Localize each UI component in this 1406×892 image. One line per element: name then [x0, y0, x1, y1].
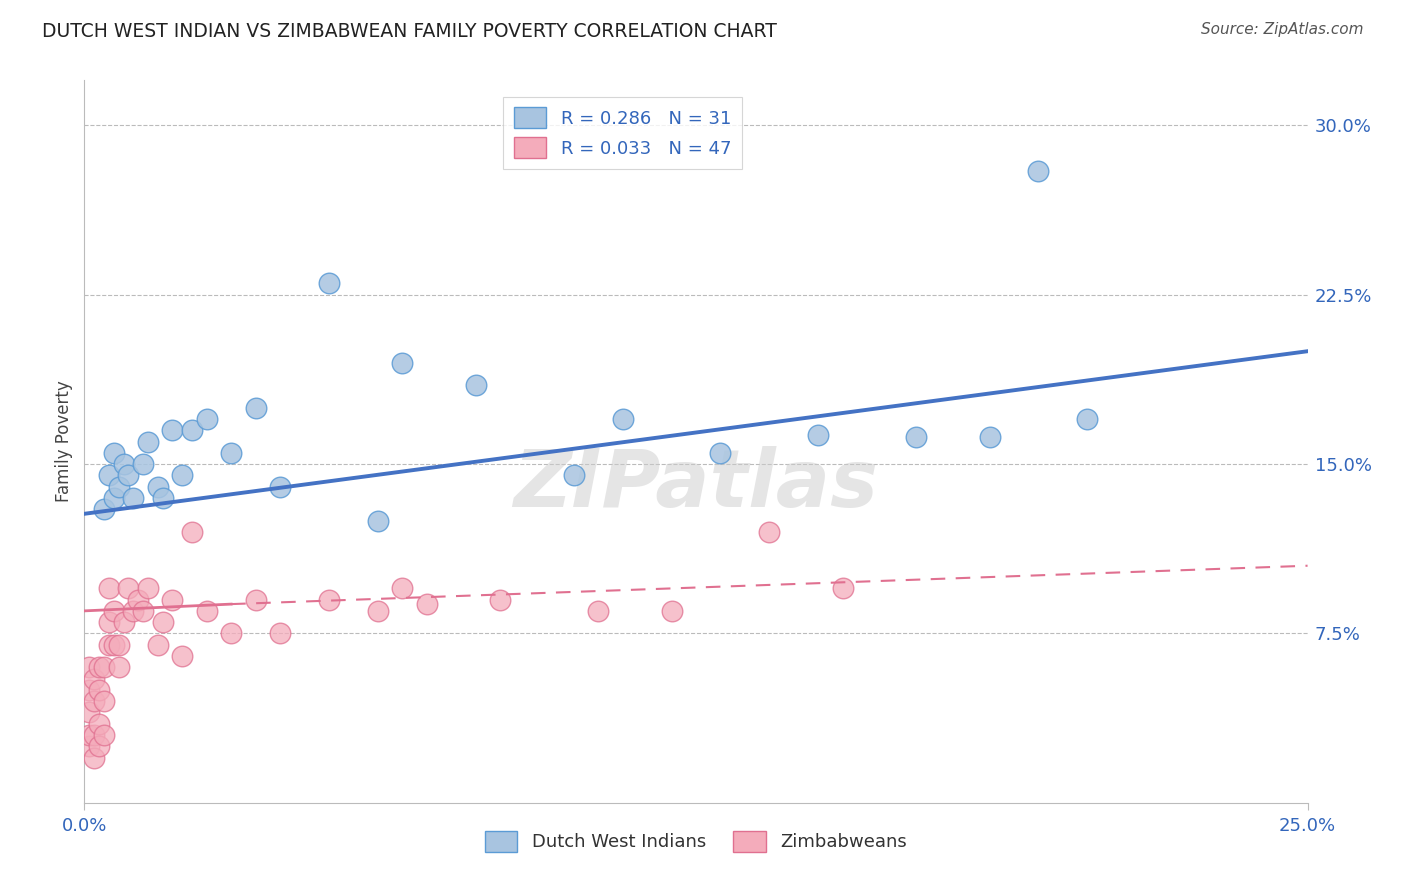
Point — [87, 682, 110, 697]
Point — [831, 582, 853, 596]
Point — [245, 401, 267, 415]
Point — [318, 592, 340, 607]
Point — [136, 434, 159, 449]
Point — [112, 615, 135, 630]
Point — [367, 514, 389, 528]
Point — [97, 582, 120, 596]
Point — [117, 468, 139, 483]
Point — [758, 524, 780, 539]
Point — [1076, 412, 1098, 426]
Point — [97, 468, 120, 483]
Point — [107, 638, 129, 652]
Point — [489, 592, 512, 607]
Point — [195, 412, 218, 426]
Point — [83, 694, 105, 708]
Point — [612, 412, 634, 426]
Point — [146, 638, 169, 652]
Point — [93, 728, 115, 742]
Point — [219, 446, 242, 460]
Text: DUTCH WEST INDIAN VS ZIMBABWEAN FAMILY POVERTY CORRELATION CHART: DUTCH WEST INDIAN VS ZIMBABWEAN FAMILY P… — [42, 22, 778, 41]
Point — [97, 638, 120, 652]
Point — [162, 423, 184, 437]
Point — [132, 604, 155, 618]
Point — [93, 502, 115, 516]
Point — [83, 672, 105, 686]
Legend: Dutch West Indians, Zimbabweans: Dutch West Indians, Zimbabweans — [478, 823, 914, 859]
Y-axis label: Family Poverty: Family Poverty — [55, 381, 73, 502]
Point — [103, 491, 125, 505]
Point — [562, 468, 585, 483]
Text: ZIPatlas: ZIPatlas — [513, 446, 879, 524]
Point — [93, 694, 115, 708]
Point — [136, 582, 159, 596]
Point — [979, 430, 1001, 444]
Point — [219, 626, 242, 640]
Point — [162, 592, 184, 607]
Point — [1028, 163, 1050, 178]
Point — [905, 430, 928, 444]
Point — [172, 468, 194, 483]
Point — [152, 491, 174, 505]
Point — [464, 378, 486, 392]
Point — [103, 604, 125, 618]
Point — [245, 592, 267, 607]
Point — [195, 604, 218, 618]
Point — [132, 457, 155, 471]
Point — [391, 582, 413, 596]
Point — [391, 355, 413, 369]
Point — [172, 648, 194, 663]
Point — [122, 604, 145, 618]
Text: Source: ZipAtlas.com: Source: ZipAtlas.com — [1201, 22, 1364, 37]
Point — [87, 660, 110, 674]
Point — [87, 739, 110, 754]
Point — [117, 582, 139, 596]
Point — [77, 728, 100, 742]
Point — [103, 638, 125, 652]
Point — [77, 739, 100, 754]
Point — [807, 427, 830, 442]
Point — [107, 480, 129, 494]
Point — [661, 604, 683, 618]
Point — [107, 660, 129, 674]
Point — [127, 592, 149, 607]
Point — [269, 626, 291, 640]
Point — [77, 682, 100, 697]
Point — [112, 457, 135, 471]
Point — [77, 660, 100, 674]
Point — [122, 491, 145, 505]
Point — [318, 277, 340, 291]
Point — [367, 604, 389, 618]
Point — [152, 615, 174, 630]
Point — [87, 716, 110, 731]
Point — [181, 524, 204, 539]
Point — [416, 597, 439, 611]
Point — [103, 446, 125, 460]
Point — [77, 706, 100, 720]
Point — [709, 446, 731, 460]
Point — [269, 480, 291, 494]
Point — [93, 660, 115, 674]
Point — [97, 615, 120, 630]
Point — [146, 480, 169, 494]
Point — [586, 604, 609, 618]
Point — [83, 728, 105, 742]
Point — [83, 750, 105, 764]
Point — [181, 423, 204, 437]
